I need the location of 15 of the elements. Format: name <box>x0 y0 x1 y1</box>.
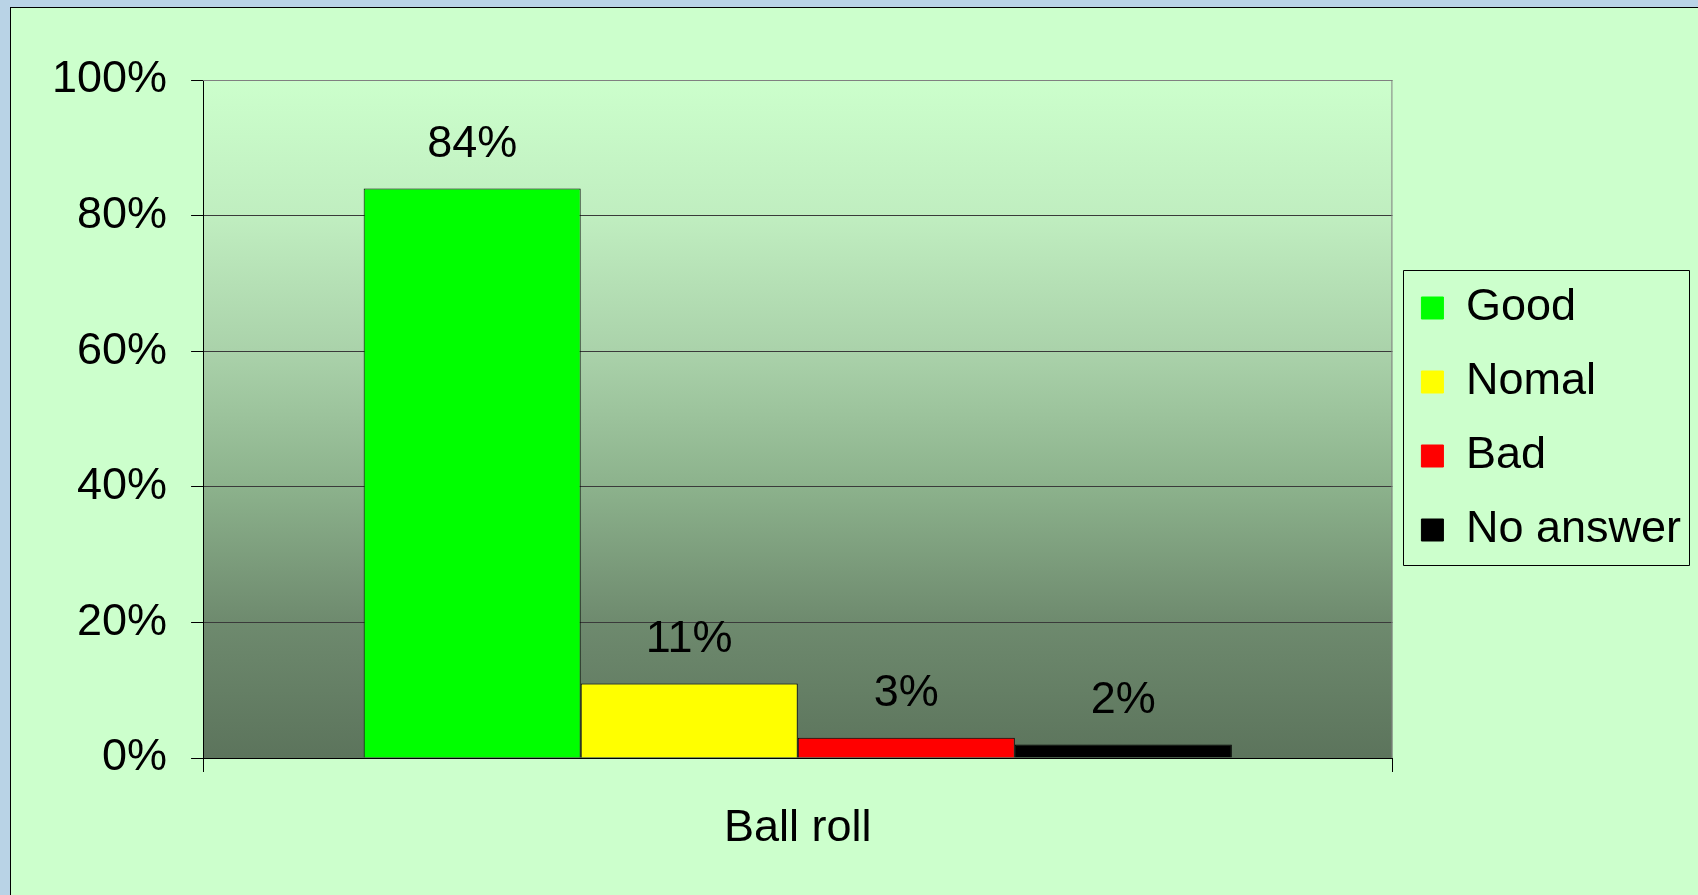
y-tick-label: 20% <box>77 593 168 645</box>
y-tick-label: 80% <box>77 187 168 239</box>
data-label: 3% <box>873 665 939 717</box>
y-tick-label: 0% <box>102 729 168 781</box>
x-tick-label: Ball roll <box>723 800 872 852</box>
legend-label: Nomal <box>1465 353 1596 405</box>
legend-label: Bad <box>1465 427 1546 479</box>
data-label: 11% <box>645 610 733 662</box>
legend-label: Good <box>1465 279 1576 331</box>
data-label: 84% <box>427 115 518 167</box>
data-label: 2% <box>1090 671 1156 723</box>
y-tick-label: 100% <box>52 51 168 103</box>
legend-label: No answer <box>1465 501 1682 553</box>
y-tick-label: 40% <box>77 458 168 510</box>
y-tick-label: 60% <box>77 322 168 374</box>
